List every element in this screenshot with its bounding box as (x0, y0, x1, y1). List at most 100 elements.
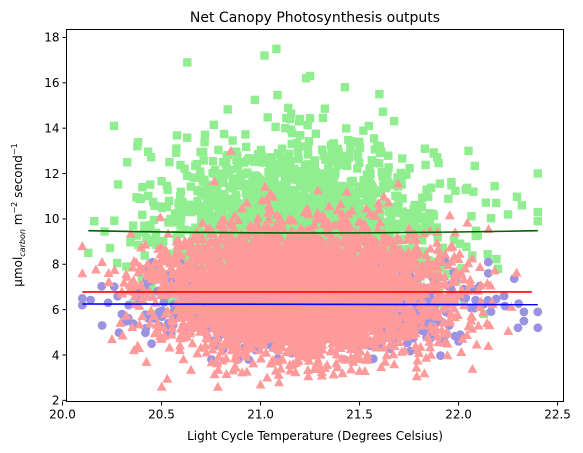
point-square (387, 180, 397, 189)
point-square (165, 157, 174, 167)
point-square (266, 197, 275, 206)
point-triangle (261, 347, 272, 357)
point-square (394, 201, 403, 211)
point-square (200, 130, 210, 139)
point-square (292, 225, 301, 234)
point-square (416, 200, 425, 210)
point-square (228, 136, 237, 145)
point-square (367, 202, 376, 211)
point-square (303, 150, 313, 159)
point-circle (514, 299, 523, 308)
point-triangle (489, 265, 500, 275)
point-square (347, 227, 356, 236)
point-square (123, 158, 132, 167)
point-square (355, 205, 365, 214)
point-square (422, 185, 431, 194)
point-square (263, 113, 272, 122)
point-square (171, 148, 181, 157)
point-square (305, 71, 315, 81)
point-triangle (192, 348, 203, 358)
point-square (318, 224, 327, 233)
point-square (284, 149, 294, 159)
point-square (345, 185, 354, 194)
point-triangle (213, 351, 224, 361)
point-square (282, 113, 291, 123)
point-square (193, 187, 203, 196)
point-square (253, 197, 262, 206)
point-square (243, 168, 252, 177)
point-square (503, 210, 513, 219)
point-triangle (511, 267, 522, 277)
point-square (393, 192, 402, 201)
point-square (162, 202, 172, 212)
point-square (393, 173, 403, 182)
point-circle (154, 307, 164, 317)
point-square (462, 242, 471, 251)
point-square (376, 186, 386, 195)
point-square (260, 51, 269, 60)
point-square (309, 192, 319, 201)
point-triangle (178, 354, 189, 364)
point-square (254, 192, 264, 201)
point-square (340, 83, 350, 92)
point-square (241, 130, 250, 139)
point-square (258, 156, 268, 165)
point-square (320, 104, 330, 113)
point-square (467, 212, 476, 221)
point-circle (471, 295, 480, 305)
point-square (426, 183, 436, 192)
point-square (149, 215, 159, 225)
point-square (405, 164, 414, 173)
point-triangle (242, 197, 252, 207)
point-square (248, 194, 257, 203)
point-square (286, 125, 296, 134)
point-triangle (460, 263, 471, 273)
point-square (303, 220, 313, 230)
point-square (216, 169, 225, 178)
point-square (367, 191, 377, 200)
point-square (470, 161, 479, 171)
point-square (481, 198, 491, 207)
point-square (364, 180, 374, 189)
point-square (311, 175, 321, 184)
point-square (457, 264, 466, 273)
point-square (134, 240, 143, 250)
point-square (294, 200, 303, 210)
point-square (137, 274, 146, 284)
point-square (252, 182, 261, 191)
point-square (422, 227, 431, 236)
point-circle (103, 298, 113, 308)
point-square (133, 138, 143, 147)
point-square (392, 208, 401, 217)
point-square (455, 239, 465, 248)
point-square (419, 247, 429, 256)
point-square (286, 210, 296, 220)
point-triangle (167, 322, 178, 332)
point-triangle (404, 223, 414, 233)
point-square (277, 144, 287, 153)
point-circle (77, 300, 87, 310)
point-square (433, 233, 442, 242)
point-square (375, 89, 384, 99)
point-square (307, 206, 316, 216)
point-square (417, 227, 427, 236)
point-square (253, 173, 262, 182)
point-square (164, 196, 174, 206)
point-square (176, 220, 185, 230)
point-square (331, 168, 340, 177)
point-square (178, 197, 187, 206)
point-square (232, 193, 241, 202)
point-square (377, 147, 386, 156)
point-square (533, 169, 542, 178)
point-square (410, 200, 419, 210)
point-triangle (335, 199, 346, 209)
point-square (164, 218, 173, 227)
point-square (129, 221, 138, 230)
point-square (387, 202, 396, 212)
point-triangle (475, 262, 485, 271)
point-triangle (410, 234, 421, 244)
point-square (135, 194, 144, 203)
point-triangle (141, 356, 152, 366)
point-triangle (328, 369, 339, 379)
point-square (90, 217, 99, 226)
